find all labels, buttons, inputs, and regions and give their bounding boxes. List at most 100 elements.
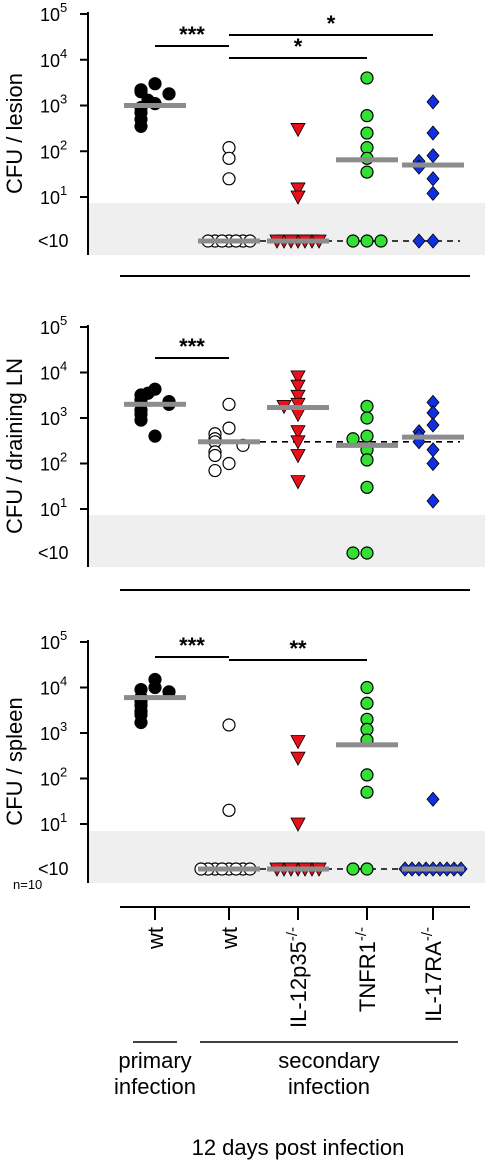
- data-point-triangle: [290, 407, 306, 423]
- x-axis: wt wt IL-12p35-/- TNFR1-/- IL-17RA-/- primary…: [114, 906, 470, 1160]
- median-bar: [124, 695, 186, 701]
- category-superscript: -/-: [419, 927, 436, 941]
- data-point-circle: [148, 429, 162, 443]
- data-point-circle: [222, 172, 236, 186]
- y-tick-exponent: 4: [60, 674, 67, 689]
- category-base: wt: [217, 927, 242, 950]
- data-point-circle: [360, 768, 374, 782]
- median-bar: [267, 866, 329, 872]
- median-bar: [124, 401, 186, 407]
- data-point-circle: [360, 411, 374, 425]
- data-point-circle: [141, 386, 155, 400]
- data-point-circle: [134, 715, 148, 730]
- data-point-circle: [222, 421, 236, 435]
- y-axis-label: CFU / spleen: [2, 697, 27, 825]
- data-point-diamond: [426, 493, 440, 509]
- y-tick-label: 105: [40, 0, 67, 25]
- data-point-triangle: [290, 425, 306, 440]
- y-tick-label: 105: [40, 628, 67, 653]
- x-category-label: TNFR1-/-: [353, 927, 380, 1012]
- y-tick-base: 10: [40, 142, 60, 162]
- category-base: IL-17RA: [421, 941, 446, 1022]
- median-bar: [198, 439, 260, 445]
- data-point-circle: [360, 862, 374, 876]
- data-point-diamond: [426, 791, 440, 807]
- median-bar: [336, 442, 398, 448]
- y-axis-label: CFU / lesion: [2, 73, 27, 194]
- data-point-circle: [360, 399, 374, 413]
- data-point-circle: [148, 77, 162, 91]
- group-label: primary: [118, 1048, 191, 1073]
- y-tick-base: 10: [40, 97, 60, 117]
- data-point-diamond: [426, 233, 440, 249]
- detection-limit-label: <10: [38, 859, 69, 879]
- x-category-label: wt: [143, 927, 168, 950]
- y-tick-base: 10: [40, 770, 60, 790]
- y-tick-exponent: 4: [60, 359, 67, 374]
- data-point-circle: [360, 453, 374, 467]
- y-tick-base: 10: [40, 318, 60, 338]
- y-tick-base: 10: [40, 364, 60, 384]
- median-bar: [402, 866, 464, 872]
- significance-label: ***: [179, 633, 205, 658]
- data-point-circle: [360, 680, 374, 695]
- median-bar: [267, 405, 329, 411]
- data-point-circle: [360, 480, 374, 494]
- y-tick-label: 101: [40, 495, 67, 520]
- data-point-circle: [360, 785, 374, 799]
- x-category-label: IL-12p35-/-: [284, 927, 311, 1028]
- median-bar: [336, 742, 398, 748]
- x-category-label: wt: [217, 927, 242, 950]
- y-tick-base: 10: [40, 815, 60, 835]
- y-tick-base: 10: [40, 455, 60, 475]
- y-tick-base: 10: [40, 5, 60, 25]
- data-point-circle: [360, 429, 374, 443]
- data-point-triangle: [290, 475, 306, 490]
- data-point-diamond: [426, 94, 440, 110]
- y-tick-label: 103: [40, 92, 67, 117]
- y-tick-exponent: 3: [60, 404, 67, 419]
- y-tick-exponent: 3: [60, 92, 67, 107]
- data-point-circle: [360, 234, 374, 248]
- data-point-triangle: [290, 751, 306, 766]
- y-tick-label: 102: [40, 450, 67, 475]
- median-bar: [198, 866, 260, 872]
- y-tick-exponent: 5: [60, 628, 67, 643]
- data-point-triangle: [290, 735, 306, 750]
- data-point-diamond: [426, 417, 440, 433]
- median-bar: [124, 103, 186, 108]
- data-point-triangle: [290, 182, 306, 197]
- data-point-triangle: [290, 449, 306, 464]
- data-point-circle: [222, 456, 236, 471]
- data-point-circle: [360, 109, 374, 123]
- significance-label: **: [289, 636, 307, 661]
- y-tick-exponent: 5: [60, 313, 67, 328]
- data-point-circle: [134, 85, 148, 99]
- data-point-circle: [360, 71, 374, 85]
- y-tick-exponent: 3: [60, 719, 67, 734]
- y-tick-exponent: 4: [60, 46, 67, 61]
- median-bar: [336, 157, 398, 163]
- data-point-triangle: [290, 435, 306, 450]
- data-point-diamond: [426, 125, 440, 141]
- data-point-circle: [208, 463, 222, 478]
- data-point-circle: [222, 718, 236, 732]
- data-point-circle: [134, 413, 148, 427]
- data-point-triangle: [290, 190, 306, 205]
- y-tick-exponent: 5: [60, 0, 67, 15]
- detection-limit-label: <10: [38, 231, 69, 251]
- y-tick-exponent: 2: [60, 137, 67, 152]
- y-tick-base: 10: [40, 500, 60, 520]
- y-tick-base: 10: [40, 51, 60, 71]
- y-tick-base: 10: [40, 633, 60, 653]
- data-point-diamond: [426, 171, 440, 187]
- data-point-triangle: [290, 370, 306, 385]
- median-bar: [402, 434, 464, 440]
- y-tick-label: 105: [40, 313, 67, 338]
- y-tick-label: 102: [40, 765, 67, 790]
- significance-label: ***: [179, 334, 205, 359]
- data-point-circle: [360, 696, 374, 710]
